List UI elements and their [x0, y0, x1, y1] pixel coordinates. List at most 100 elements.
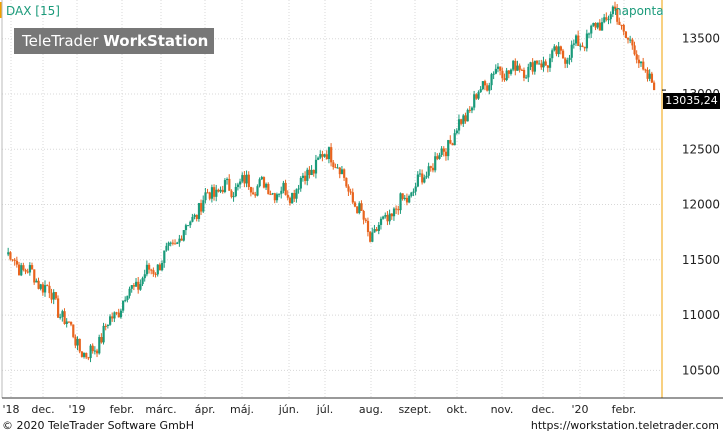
candle-body [336, 167, 339, 169]
candle-body [444, 151, 448, 157]
candle-body [401, 193, 404, 199]
candle-body [421, 173, 424, 183]
candle-body [551, 50, 554, 59]
candle-body [65, 321, 68, 324]
y-tick-label: 12500 [682, 142, 720, 156]
candle-body [72, 324, 75, 337]
candle-body [362, 210, 365, 220]
candle-body [230, 190, 233, 197]
candle-body [100, 337, 103, 343]
candle-body [438, 154, 441, 159]
candle-body [48, 285, 51, 294]
candle-body [37, 280, 40, 289]
candle-body [33, 269, 36, 283]
candle-body [451, 143, 454, 146]
candle-body [366, 220, 370, 233]
candle-body [273, 193, 276, 201]
candle-body [141, 278, 144, 285]
candle-body [245, 174, 248, 184]
source-url[interactable]: https://workstation.teletrader.com [530, 419, 719, 432]
candle-body [613, 6, 617, 9]
candle-body [538, 63, 541, 65]
candle-body [353, 202, 357, 207]
candle-body [382, 216, 385, 219]
candle-body [282, 182, 285, 191]
candle-body [468, 109, 471, 111]
candle-body [646, 69, 649, 79]
candle-body [397, 209, 400, 211]
candle-body [399, 193, 402, 211]
candle-body [215, 189, 218, 197]
candle-body [171, 242, 175, 244]
candle-body [410, 192, 413, 197]
candle-body [184, 225, 188, 231]
x-tick-label: máj. [230, 403, 254, 416]
candle-body [310, 169, 313, 176]
candle-body [239, 181, 242, 185]
candle-body [197, 203, 201, 219]
candle-body [557, 46, 560, 55]
candle-body [124, 299, 127, 301]
candle-body [425, 175, 428, 178]
y-tick-label: 11000 [682, 308, 720, 322]
x-tick-label: júl. [316, 403, 334, 416]
candle-body [377, 224, 380, 231]
candle-body [460, 119, 463, 124]
candle-body [525, 77, 528, 79]
candle-body [93, 350, 97, 352]
candle-body [87, 357, 90, 359]
candle-body [570, 44, 573, 58]
candle-body [288, 197, 292, 204]
candle-body [499, 66, 502, 71]
candle-body [427, 166, 430, 176]
candle-body [561, 50, 565, 59]
candle-body [488, 85, 491, 91]
interval-label[interactable]: naponta [614, 4, 664, 18]
candle-body [195, 214, 198, 219]
candle-body [156, 264, 159, 275]
candle-body [564, 58, 567, 64]
candle-body [152, 270, 155, 274]
y-tick-label: 10500 [682, 363, 720, 377]
candle-body [317, 157, 320, 160]
candle-body [518, 65, 521, 70]
candle-body [605, 17, 608, 20]
candle-body [234, 186, 237, 197]
candle-body [486, 85, 489, 91]
candle-body [449, 140, 452, 144]
candle-body [473, 94, 476, 108]
candle-body [258, 179, 261, 187]
candle-body [501, 70, 504, 79]
candle-body [395, 208, 398, 210]
candle-body [546, 65, 550, 68]
x-tick-label: jún. [278, 403, 300, 416]
candle-body [520, 69, 523, 71]
candle-body [223, 180, 227, 192]
candle-body [70, 321, 73, 325]
candle-body [189, 221, 192, 226]
candle-body [271, 193, 274, 195]
candle-body [35, 280, 38, 283]
candle-body [375, 229, 378, 231]
candle-body [252, 192, 255, 195]
candle-body [622, 25, 625, 32]
candle-body [633, 45, 636, 55]
candle-body [405, 197, 409, 203]
candle-body [384, 215, 387, 217]
candle-body [338, 167, 341, 175]
x-tick-label: febr. [110, 403, 135, 416]
candle-body [590, 25, 593, 34]
candle-body [187, 225, 190, 227]
candle-body [490, 74, 493, 86]
x-tick-label: nov. [491, 403, 514, 416]
candle-body [629, 39, 632, 41]
candle-body [41, 284, 45, 293]
candle-body [161, 262, 164, 271]
candle-body [132, 285, 136, 287]
candle-body [616, 8, 619, 22]
candle-body [579, 45, 582, 47]
candle-body [618, 21, 621, 25]
candle-body [150, 269, 153, 271]
candle-body [559, 46, 563, 51]
